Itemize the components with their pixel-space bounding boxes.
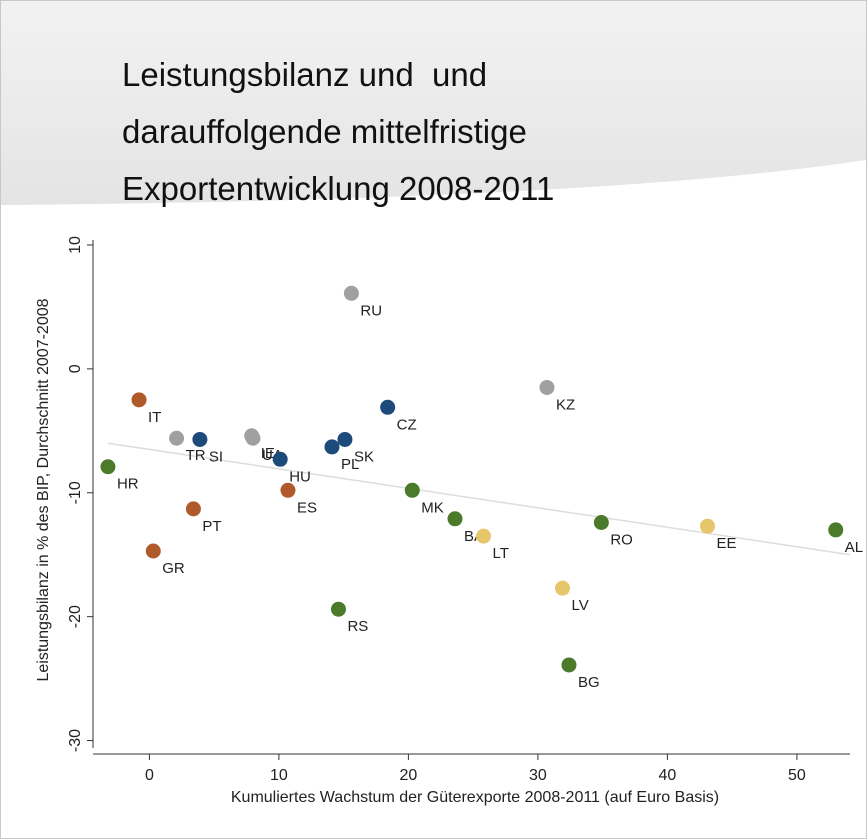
title-line: Exportentwicklung 2008-2011 bbox=[122, 170, 554, 207]
point bbox=[145, 543, 161, 559]
point bbox=[192, 431, 208, 447]
point-label: ES bbox=[297, 499, 317, 516]
x-tick-label: 40 bbox=[659, 767, 677, 784]
point bbox=[593, 514, 609, 530]
y-tick-label: -30 bbox=[67, 729, 84, 752]
point bbox=[330, 601, 346, 617]
point bbox=[131, 392, 147, 408]
x-tick-label: 10 bbox=[270, 767, 288, 784]
header-band bbox=[1, 1, 866, 205]
point-label: RU bbox=[360, 302, 382, 319]
point-label: IE bbox=[261, 445, 275, 462]
point bbox=[555, 580, 571, 596]
point bbox=[272, 451, 288, 467]
point-label: TR bbox=[186, 447, 206, 464]
point-label: SI bbox=[209, 448, 223, 465]
x-tick-label: 30 bbox=[529, 767, 547, 784]
title-line: darauffolgende mittelfristige bbox=[122, 113, 527, 150]
y-axis-title: Leistungsbilanz in % des BIP, Durchschni… bbox=[35, 298, 52, 681]
point bbox=[828, 522, 844, 538]
point bbox=[561, 657, 577, 673]
point bbox=[476, 528, 492, 544]
x-tick-label: 0 bbox=[145, 767, 154, 784]
point-label: LT bbox=[493, 545, 509, 562]
point bbox=[380, 399, 396, 415]
point-label: GR bbox=[162, 560, 185, 577]
y-tick-label: -20 bbox=[67, 605, 84, 628]
point bbox=[700, 518, 716, 534]
x-tick-label: 50 bbox=[788, 767, 806, 784]
point bbox=[280, 482, 296, 498]
x-tick-label: 20 bbox=[399, 767, 417, 784]
point-label: RS bbox=[347, 618, 368, 635]
point bbox=[404, 482, 420, 498]
point bbox=[100, 459, 116, 475]
point bbox=[244, 428, 260, 444]
y-tick-label: -10 bbox=[67, 481, 84, 504]
point bbox=[185, 501, 201, 517]
point-label: PT bbox=[202, 518, 221, 535]
point-label: SK bbox=[354, 448, 374, 465]
point bbox=[447, 511, 463, 527]
point bbox=[343, 285, 359, 301]
point-label: BG bbox=[578, 674, 600, 691]
y-tick-label: 0 bbox=[67, 364, 84, 373]
point bbox=[337, 431, 353, 447]
point-label: HU bbox=[289, 468, 311, 485]
point bbox=[169, 430, 185, 446]
point-label: EE bbox=[717, 535, 737, 552]
point-label: MK bbox=[421, 499, 444, 516]
title-line: Leistungsbilanz und und bbox=[122, 56, 487, 93]
y-tick-label: 10 bbox=[67, 236, 84, 254]
point-label: CZ bbox=[397, 416, 417, 433]
x-axis-title: Kumuliertes Wachstum der Güterexporte 20… bbox=[231, 789, 719, 806]
point-label: HR bbox=[117, 476, 139, 493]
fit-line bbox=[107, 442, 851, 556]
point-label: AL bbox=[845, 539, 863, 556]
point bbox=[539, 379, 555, 395]
point-label: KZ bbox=[556, 396, 575, 413]
point-label: IT bbox=[148, 409, 161, 426]
point bbox=[324, 439, 340, 455]
point-label: LV bbox=[572, 597, 589, 614]
point-label: RO bbox=[610, 531, 633, 548]
point-label: PL bbox=[341, 456, 359, 473]
